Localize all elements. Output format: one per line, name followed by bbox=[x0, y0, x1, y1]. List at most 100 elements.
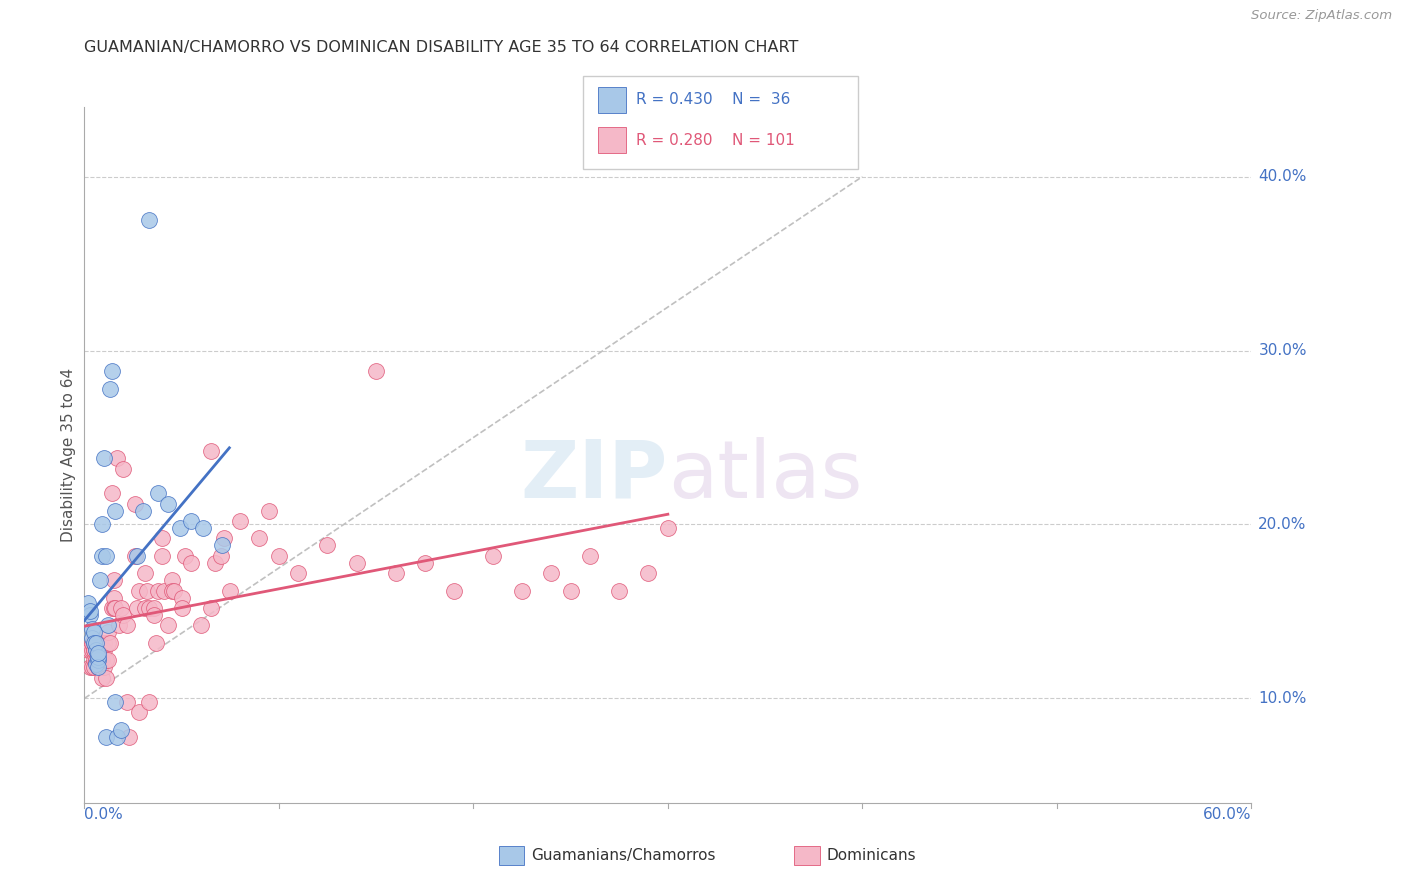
Text: GUAMANIAN/CHAMORRO VS DOMINICAN DISABILITY AGE 35 TO 64 CORRELATION CHART: GUAMANIAN/CHAMORRO VS DOMINICAN DISABILI… bbox=[84, 40, 799, 55]
Point bbox=[82, 622, 104, 636]
Point bbox=[132, 503, 155, 517]
Point bbox=[79, 607, 101, 622]
Text: Guamanians/Chamorros: Guamanians/Chamorros bbox=[531, 848, 716, 863]
Point bbox=[87, 660, 110, 674]
Point bbox=[77, 596, 100, 610]
Point bbox=[112, 462, 135, 476]
Point bbox=[163, 583, 186, 598]
Point bbox=[87, 660, 110, 674]
Point bbox=[148, 486, 170, 500]
Point bbox=[90, 653, 112, 667]
Point bbox=[94, 549, 117, 563]
Point bbox=[110, 723, 132, 737]
Point bbox=[79, 605, 101, 619]
Point bbox=[103, 601, 125, 615]
Point bbox=[115, 618, 138, 632]
Text: 40.0%: 40.0% bbox=[1258, 169, 1306, 184]
Point bbox=[93, 451, 115, 466]
Point bbox=[84, 653, 107, 667]
Point bbox=[90, 642, 112, 657]
Point bbox=[103, 573, 125, 587]
Point bbox=[82, 631, 104, 645]
Point bbox=[150, 549, 173, 563]
Point bbox=[83, 653, 105, 667]
Text: 10.0%: 10.0% bbox=[1258, 691, 1306, 706]
Text: 30.0%: 30.0% bbox=[1258, 343, 1306, 358]
Point bbox=[83, 660, 105, 674]
Point bbox=[89, 660, 111, 674]
Point bbox=[104, 601, 127, 615]
Point bbox=[90, 671, 112, 685]
Point bbox=[79, 642, 101, 657]
Point bbox=[87, 653, 110, 667]
Point bbox=[110, 601, 132, 615]
Point bbox=[200, 601, 222, 615]
Point bbox=[87, 636, 110, 650]
Point bbox=[124, 549, 146, 563]
Point bbox=[98, 382, 121, 396]
Point bbox=[89, 660, 111, 674]
Text: 0.0%: 0.0% bbox=[84, 807, 124, 822]
Text: Source: ZipAtlas.com: Source: ZipAtlas.com bbox=[1251, 9, 1392, 22]
Point bbox=[413, 556, 436, 570]
Point bbox=[124, 497, 146, 511]
Point bbox=[481, 549, 505, 563]
Point bbox=[204, 556, 226, 570]
Point bbox=[174, 549, 197, 563]
Point bbox=[112, 607, 135, 622]
Text: R = 0.430    N =  36: R = 0.430 N = 36 bbox=[636, 93, 790, 107]
Point bbox=[287, 566, 309, 581]
Point bbox=[97, 653, 120, 667]
Point bbox=[145, 636, 167, 650]
Point bbox=[94, 730, 117, 744]
Point bbox=[87, 642, 110, 657]
Point bbox=[560, 583, 582, 598]
Point bbox=[84, 636, 107, 650]
Point bbox=[87, 649, 110, 664]
Point bbox=[104, 695, 127, 709]
Point bbox=[180, 556, 202, 570]
Point bbox=[607, 583, 630, 598]
Point bbox=[180, 514, 202, 528]
Point bbox=[87, 653, 110, 667]
Point bbox=[100, 486, 122, 500]
Point bbox=[89, 573, 111, 587]
Point bbox=[93, 660, 115, 674]
Point bbox=[443, 583, 465, 598]
Point bbox=[82, 636, 104, 650]
Point bbox=[579, 549, 602, 563]
Point bbox=[138, 601, 160, 615]
Point bbox=[84, 636, 107, 650]
Point bbox=[148, 583, 170, 598]
Point bbox=[316, 538, 339, 552]
Point bbox=[100, 364, 122, 378]
Text: ZIP: ZIP bbox=[520, 437, 668, 515]
Point bbox=[115, 695, 138, 709]
Point bbox=[134, 601, 156, 615]
Point bbox=[97, 636, 120, 650]
Point bbox=[214, 532, 236, 546]
Text: 60.0%: 60.0% bbox=[1204, 807, 1251, 822]
Point bbox=[143, 601, 166, 615]
Point bbox=[104, 503, 127, 517]
Point bbox=[153, 583, 176, 598]
Point bbox=[83, 642, 105, 657]
Point bbox=[125, 549, 148, 563]
Point bbox=[94, 653, 117, 667]
Text: R = 0.280    N = 101: R = 0.280 N = 101 bbox=[636, 133, 794, 147]
Y-axis label: Disability Age 35 to 64: Disability Age 35 to 64 bbox=[60, 368, 76, 542]
Point bbox=[200, 444, 222, 458]
Point bbox=[84, 642, 107, 657]
Point bbox=[169, 521, 191, 535]
Point bbox=[128, 583, 150, 598]
Point bbox=[98, 636, 121, 650]
Point bbox=[138, 695, 160, 709]
Point bbox=[257, 503, 280, 517]
Point bbox=[247, 532, 270, 546]
Point bbox=[84, 657, 107, 671]
Point bbox=[540, 566, 562, 581]
Point bbox=[89, 653, 111, 667]
Point bbox=[211, 538, 233, 552]
Point bbox=[107, 730, 129, 744]
Point bbox=[366, 364, 388, 378]
